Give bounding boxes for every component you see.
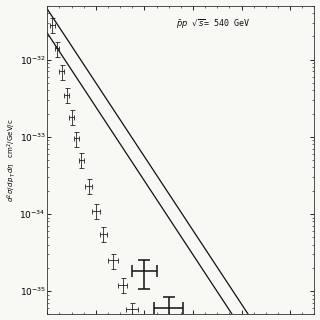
Text: $\bar{p}p$ $\sqrt{s}$= 540 GeV: $\bar{p}p$ $\sqrt{s}$= 540 GeV	[176, 18, 250, 31]
Y-axis label: $d^2\sigma/d\,p_T\,d\eta$   cm$^2$/GeV/c: $d^2\sigma/d\,p_T\,d\eta$ cm$^2$/GeV/c	[5, 118, 18, 202]
